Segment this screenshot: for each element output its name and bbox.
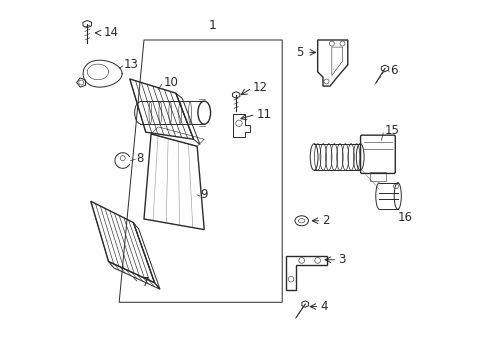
Text: 12: 12 xyxy=(253,81,268,94)
Text: 13: 13 xyxy=(124,58,139,71)
Text: 4: 4 xyxy=(320,300,328,313)
Text: 5: 5 xyxy=(296,46,303,59)
Text: 15: 15 xyxy=(385,124,400,137)
Text: 3: 3 xyxy=(338,253,345,266)
Text: 2: 2 xyxy=(322,214,330,227)
Text: 1: 1 xyxy=(209,19,217,32)
Text: 16: 16 xyxy=(397,211,413,224)
Text: 6: 6 xyxy=(391,64,398,77)
Text: 10: 10 xyxy=(164,76,178,89)
Text: 7: 7 xyxy=(142,276,150,289)
Bar xyxy=(370,172,386,181)
Text: 8: 8 xyxy=(136,152,144,165)
Text: 11: 11 xyxy=(257,108,271,121)
Text: 14: 14 xyxy=(103,26,118,39)
Text: 9: 9 xyxy=(201,188,208,201)
